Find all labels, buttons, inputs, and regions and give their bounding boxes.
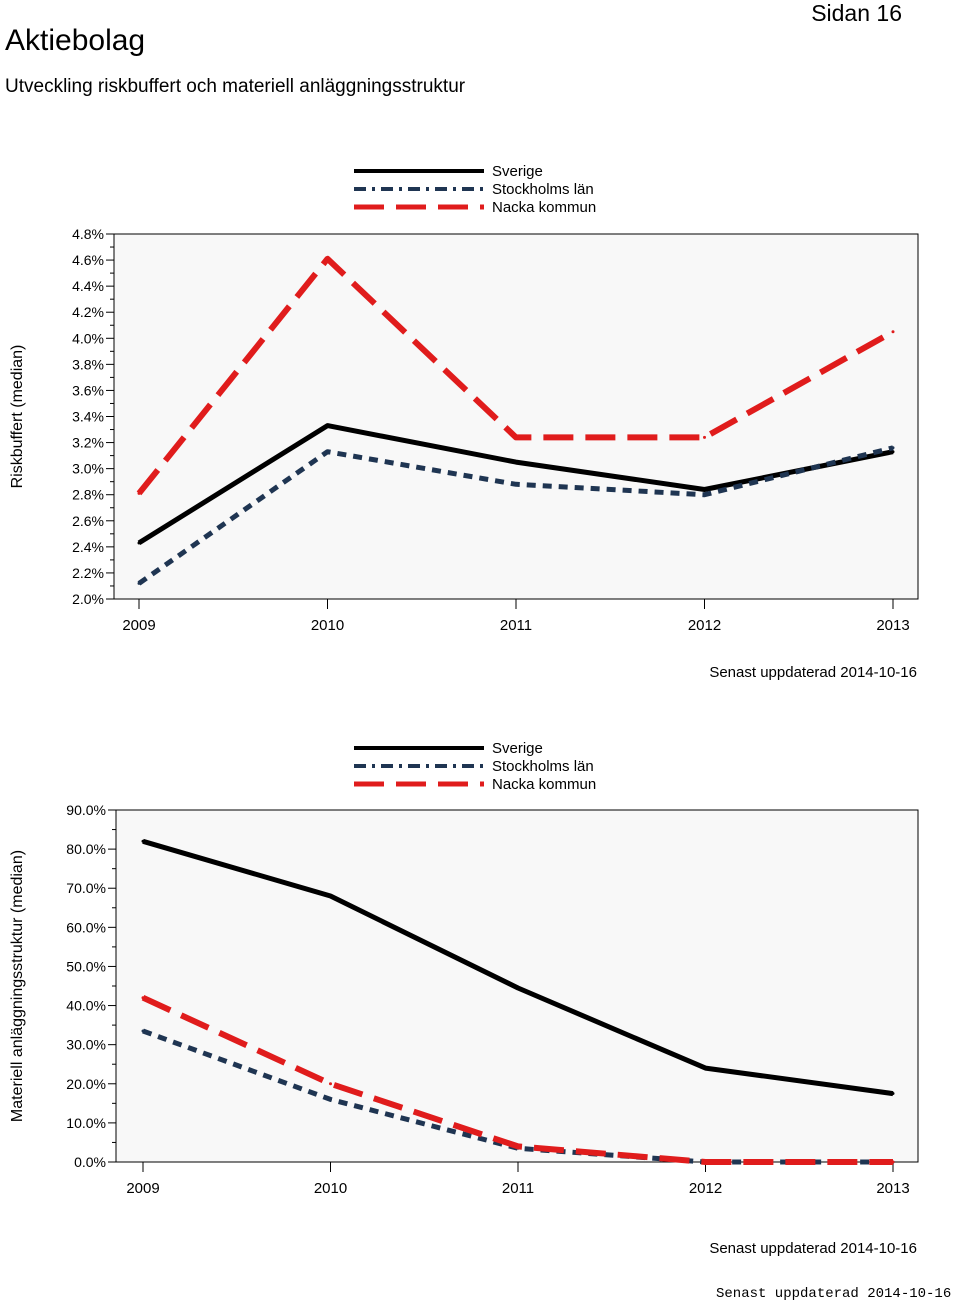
data-point bbox=[891, 446, 895, 450]
y-tick-label: 3.6% bbox=[72, 382, 104, 398]
legend-label: Stockholms län bbox=[492, 758, 594, 775]
y-tick-label: 3.8% bbox=[72, 356, 104, 372]
plot-area bbox=[113, 233, 919, 600]
data-point bbox=[329, 1097, 332, 1101]
updated-note: Senast uppdaterad 2014-10-16 bbox=[709, 664, 917, 681]
y-axis-title: Riskbuffert (median) bbox=[9, 345, 26, 489]
y-tick-label: 40.0% bbox=[66, 998, 106, 1014]
y-tick-label: 4.8% bbox=[72, 226, 104, 242]
x-tick-label: 2010 bbox=[311, 617, 344, 634]
y-tick-label: 2.6% bbox=[72, 513, 104, 529]
data-point bbox=[141, 996, 145, 1000]
x-tick-label: 2013 bbox=[876, 617, 909, 634]
x-tick-label: 2012 bbox=[688, 617, 721, 634]
legend-label: Nacka kommun bbox=[492, 776, 596, 793]
data-point bbox=[703, 493, 706, 497]
y-tick-label: 10.0% bbox=[66, 1115, 106, 1131]
y-tick-label: 80.0% bbox=[66, 841, 106, 857]
x-tick-label: 2012 bbox=[689, 1180, 722, 1197]
data-point bbox=[703, 488, 706, 491]
y-tick-label: 4.2% bbox=[72, 304, 104, 320]
y-tick-label: 60.0% bbox=[66, 919, 106, 935]
data-point bbox=[326, 257, 329, 261]
footer-updated-text: Senast uppdaterad 2014-10-16 bbox=[716, 1286, 952, 1302]
data-point bbox=[137, 581, 141, 585]
x-tick-label: 2009 bbox=[122, 617, 155, 634]
y-tick-label: 50.0% bbox=[66, 958, 106, 974]
data-point bbox=[137, 541, 141, 545]
y-tick-label: 20.0% bbox=[66, 1076, 106, 1092]
data-point bbox=[704, 1160, 707, 1164]
x-tick-label: 2010 bbox=[314, 1180, 347, 1197]
data-point bbox=[326, 424, 329, 428]
data-point bbox=[141, 1029, 145, 1033]
data-point bbox=[514, 460, 518, 464]
legend-label: Nacka kommun bbox=[492, 199, 596, 216]
x-tick-label: 2009 bbox=[126, 1180, 159, 1197]
y-tick-label: 70.0% bbox=[66, 880, 106, 896]
y-tick-label: 2.8% bbox=[72, 487, 104, 503]
legend-label: Sverige bbox=[492, 740, 543, 757]
y-tick-label: 4.4% bbox=[72, 278, 104, 294]
x-tick-label: 2011 bbox=[502, 1180, 534, 1197]
data-point bbox=[329, 894, 332, 898]
y-tick-label: 4.6% bbox=[72, 252, 104, 268]
page-number: Sidan 16 bbox=[811, 0, 902, 26]
legend-label: Stockholms län bbox=[492, 181, 594, 198]
y-tick-label: 30.0% bbox=[66, 1037, 106, 1053]
data-point bbox=[704, 1066, 707, 1070]
x-tick-label: 2013 bbox=[876, 1180, 909, 1197]
y-tick-label: 0.0% bbox=[74, 1154, 106, 1170]
data-point bbox=[703, 435, 706, 439]
y-tick-label: 4.0% bbox=[72, 330, 104, 346]
data-point bbox=[329, 1082, 332, 1086]
data-point bbox=[891, 450, 895, 454]
y-tick-label: 3.2% bbox=[72, 435, 104, 451]
x-tick-label: 2011 bbox=[500, 617, 532, 634]
y-tick-label: 90.0% bbox=[66, 802, 106, 818]
data-point bbox=[891, 1160, 895, 1164]
data-point bbox=[326, 450, 329, 454]
data-point bbox=[141, 839, 145, 843]
y-tick-label: 2.4% bbox=[72, 539, 104, 555]
data-point bbox=[516, 1144, 520, 1148]
data-point bbox=[891, 330, 895, 334]
y-tick-label: 2.2% bbox=[72, 565, 104, 581]
y-tick-label: 3.4% bbox=[72, 409, 104, 425]
page-title: Aktiebolag bbox=[5, 24, 146, 57]
data-point bbox=[891, 1092, 895, 1096]
data-point bbox=[514, 482, 518, 486]
updated-note: Senast uppdaterad 2014-10-16 bbox=[709, 1240, 917, 1257]
data-point bbox=[137, 491, 141, 495]
y-axis-title: Materiell anläggningsstruktur (median) bbox=[9, 850, 26, 1122]
y-tick-label: 2.0% bbox=[72, 591, 104, 607]
legend-label: Sverige bbox=[492, 163, 543, 180]
data-point bbox=[514, 435, 518, 439]
page-subtitle: Utveckling riskbuffert och materiell anl… bbox=[5, 76, 466, 97]
y-tick-label: 3.0% bbox=[72, 461, 104, 477]
data-point bbox=[516, 986, 520, 990]
